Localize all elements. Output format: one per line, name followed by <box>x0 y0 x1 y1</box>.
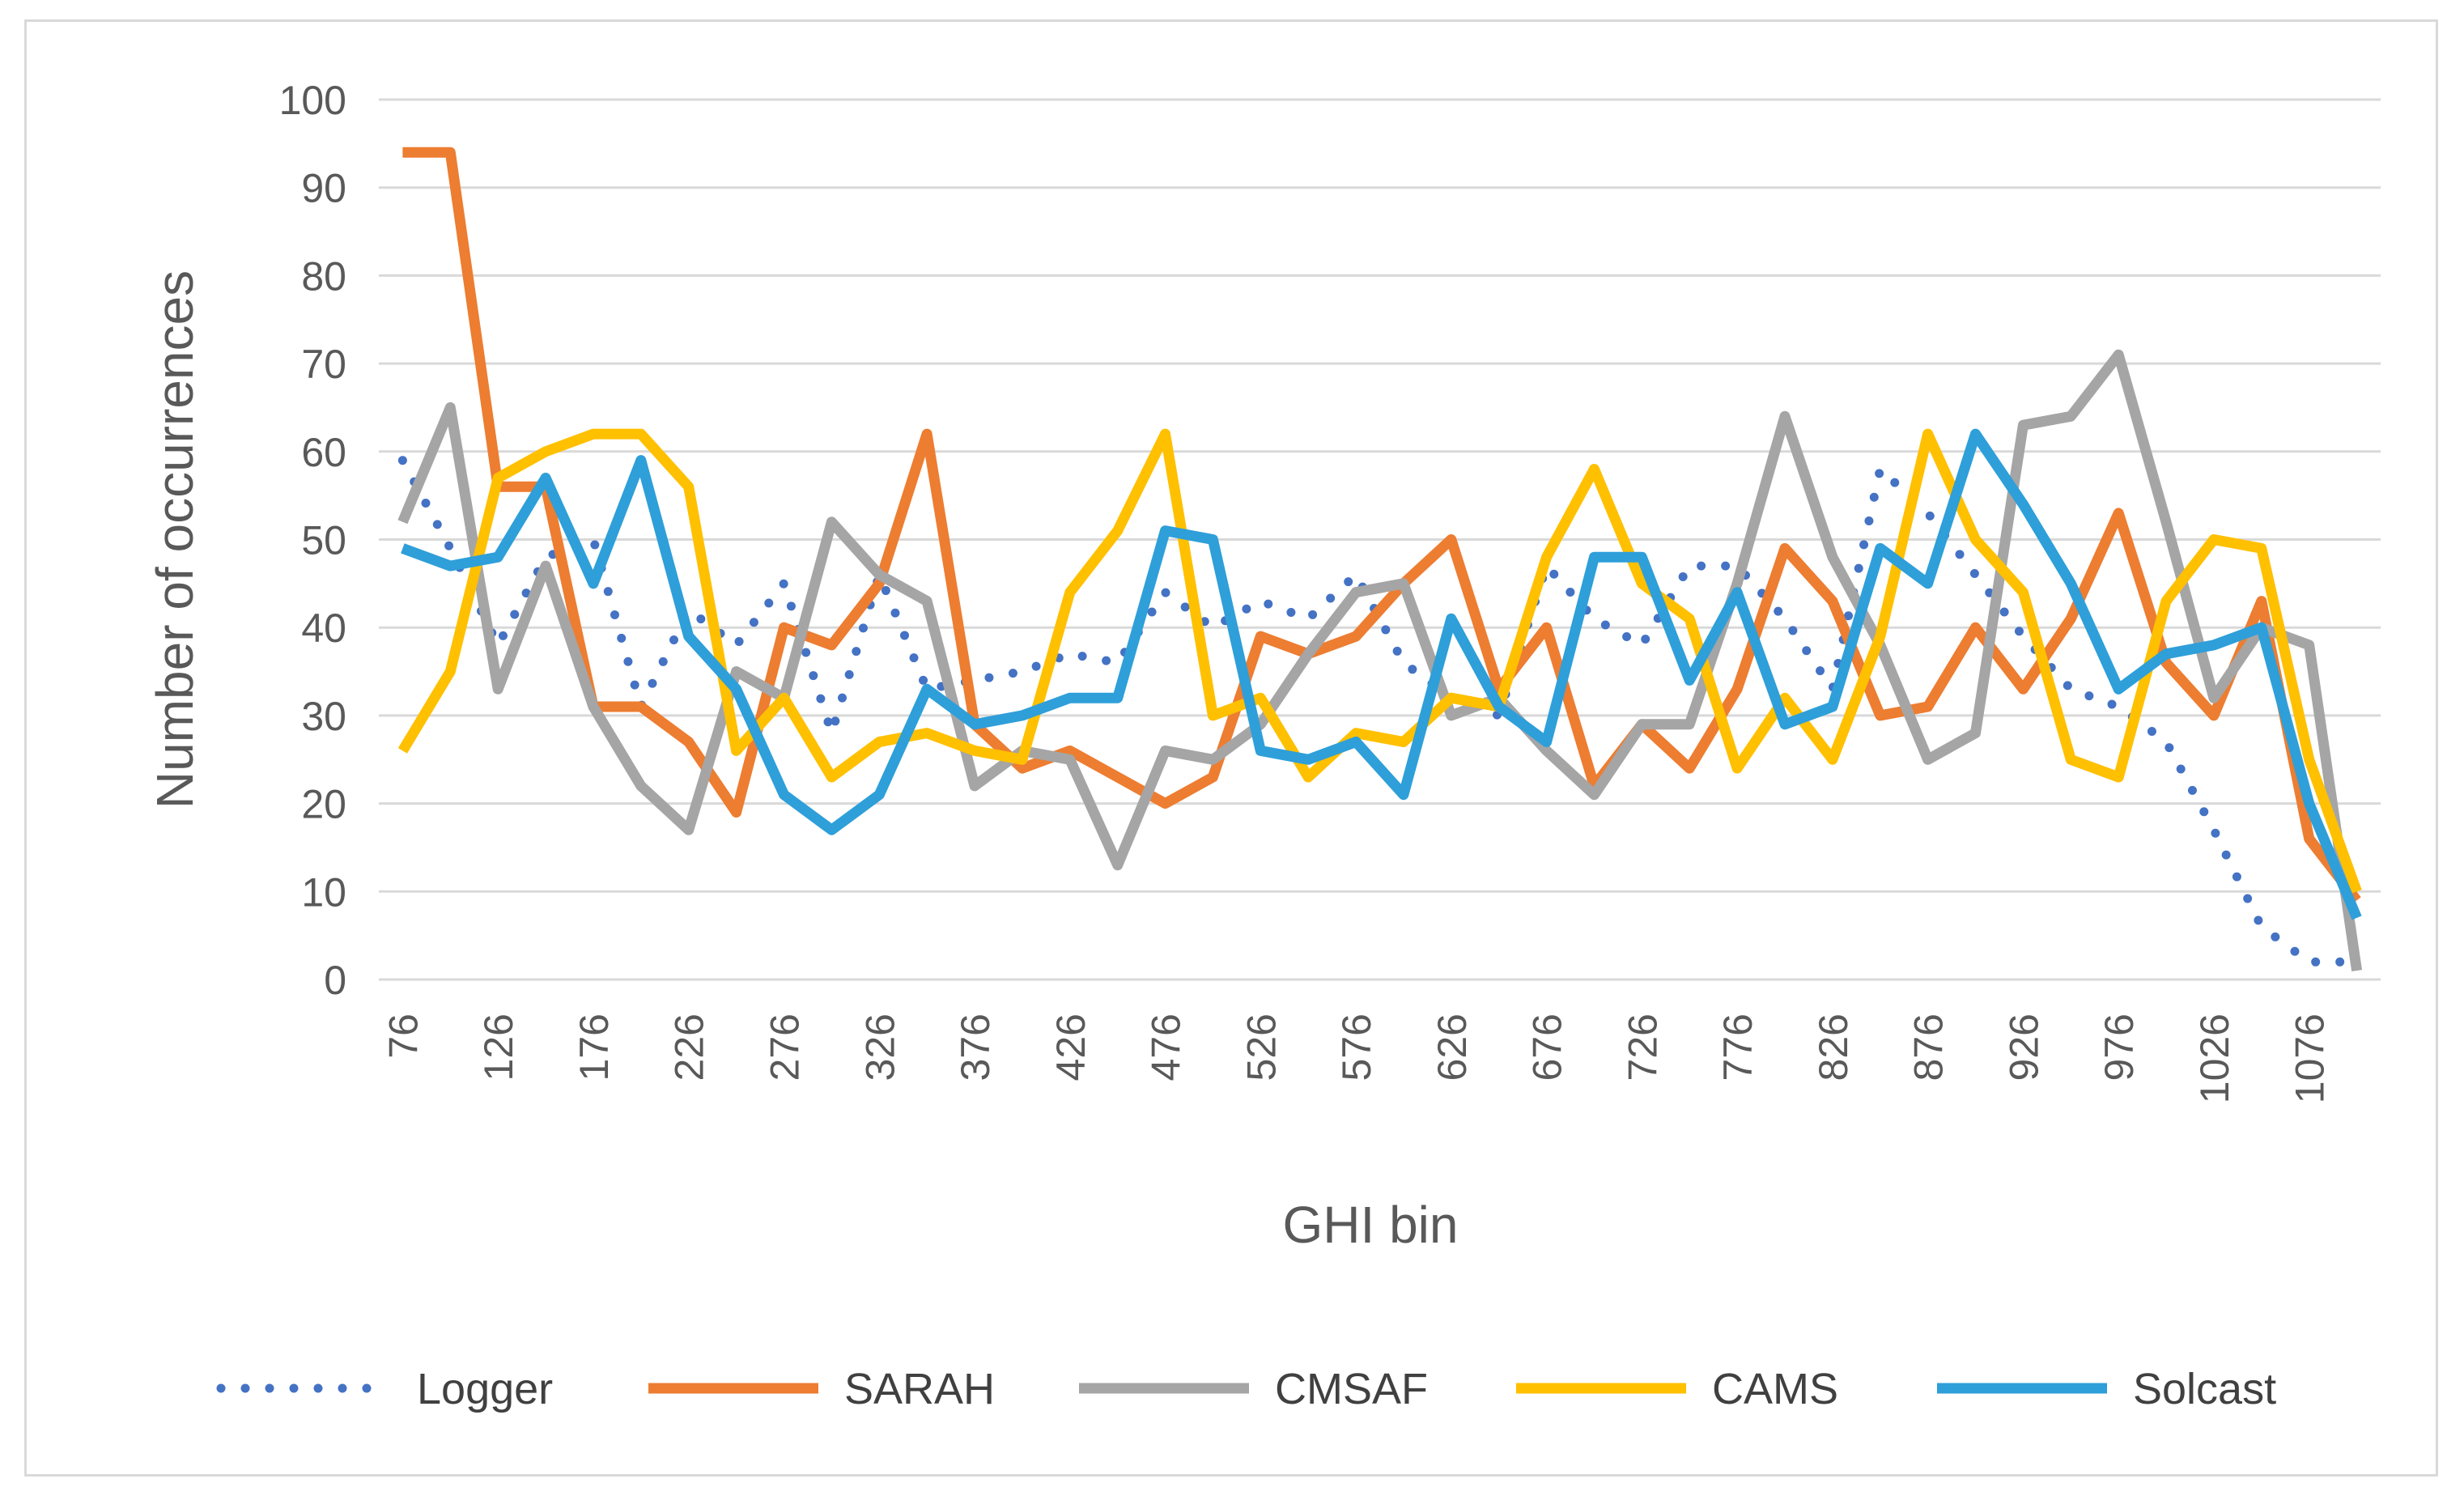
x-tick-label: 626 <box>1430 1013 1475 1081</box>
y-tick-label: 90 <box>301 166 346 211</box>
y-tick-label: 70 <box>301 342 346 387</box>
legend-item-logger: Logger <box>216 1365 553 1413</box>
x-tick-label: 526 <box>1238 1013 1284 1081</box>
series-line-cmsaf <box>397 349 2363 972</box>
y-tick-label: 50 <box>301 518 346 563</box>
legend-label: Logger <box>417 1365 553 1413</box>
x-tick-label: 1076 <box>2288 1013 2333 1103</box>
x-tick-label: 126 <box>476 1013 521 1081</box>
y-tick-label: 10 <box>301 869 346 915</box>
series-line-sarah <box>402 147 2361 904</box>
x-tick-label: 826 <box>1811 1013 1856 1081</box>
x-tick-label: 76 <box>380 1013 426 1059</box>
legend-label: CAMS <box>1712 1365 1838 1413</box>
line-chart: 0 10 20 30 40 50 60 70 80 90 100 76 126 176 226 276 326… <box>146 78 2381 1413</box>
series-line-cams <box>397 428 2362 894</box>
gridlines <box>379 98 2381 981</box>
x-axis-title: GHI bin <box>1283 1196 1459 1254</box>
y-tick-label: 30 <box>301 694 346 739</box>
x-tick-label: 476 <box>1144 1013 1189 1081</box>
x-tick-label: 326 <box>857 1013 903 1081</box>
series-lines <box>397 147 2363 972</box>
x-tick-label: 276 <box>762 1013 807 1081</box>
x-tick-label: 926 <box>2001 1013 2046 1081</box>
x-tick-label: 726 <box>1620 1013 1665 1081</box>
legend-item-cams: CAMS <box>1516 1365 1838 1413</box>
chart-frame: 0 10 20 30 40 50 60 70 80 90 100 76 126 176 226 276 326… <box>24 19 2438 1477</box>
x-tick-label: 876 <box>1906 1013 1952 1081</box>
y-axis-ticks: 0 10 20 30 40 50 60 70 80 90 100 <box>279 78 346 1003</box>
y-tick-label: 40 <box>301 606 346 651</box>
x-tick-label: 1026 <box>2192 1013 2237 1103</box>
y-tick-label: 80 <box>301 253 346 299</box>
x-tick-label: 776 <box>1715 1013 1761 1081</box>
legend-item-sarah: SARAH <box>648 1365 995 1413</box>
y-tick-label: 100 <box>279 78 346 123</box>
x-tick-label: 676 <box>1525 1013 1570 1081</box>
y-tick-label: 60 <box>301 430 346 475</box>
x-tick-label: 576 <box>1334 1013 1379 1081</box>
x-tick-label: 976 <box>2097 1013 2142 1081</box>
x-tick-label: 226 <box>667 1013 712 1081</box>
y-tick-label: 0 <box>324 958 346 1003</box>
legend: Logger SARAH CMSAF CAMS Solcast <box>216 1365 2276 1413</box>
legend-label: Solcast <box>2133 1365 2276 1413</box>
legend-item-cmsaf: CMSAF <box>1079 1365 1428 1413</box>
x-tick-label: 426 <box>1048 1013 1094 1081</box>
legend-label: CMSAF <box>1275 1365 1428 1413</box>
series-line-solcast <box>401 428 2362 920</box>
legend-item-solcast: Solcast <box>1937 1365 2276 1413</box>
x-tick-label: 376 <box>953 1013 998 1081</box>
legend-label: SARAH <box>844 1365 995 1413</box>
y-tick-label: 20 <box>301 782 346 827</box>
y-axis-title: Number of occurrences <box>146 270 204 809</box>
x-axis-ticks: 76 126 176 226 276 326 376 426 476 526 576 626 676 72… <box>380 1013 2332 1103</box>
x-tick-label: 176 <box>571 1013 617 1081</box>
